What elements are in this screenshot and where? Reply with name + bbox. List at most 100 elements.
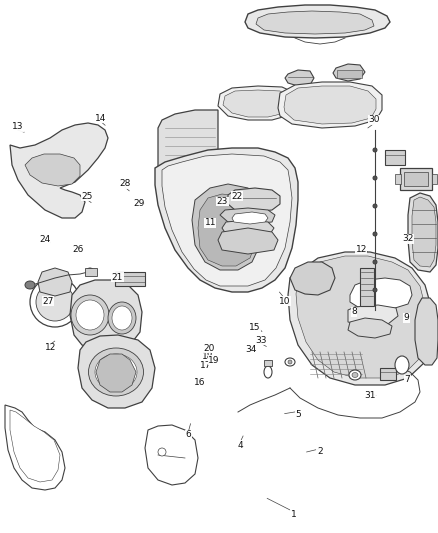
Ellipse shape (264, 366, 272, 378)
Polygon shape (218, 86, 295, 120)
Bar (85, 268, 97, 276)
Ellipse shape (373, 288, 377, 292)
Text: 16: 16 (194, 378, 205, 387)
Polygon shape (145, 425, 198, 485)
Polygon shape (220, 208, 275, 224)
Polygon shape (162, 154, 292, 286)
Bar (404, 172, 428, 186)
Ellipse shape (373, 260, 377, 264)
Polygon shape (348, 305, 398, 326)
Text: 27: 27 (42, 297, 54, 305)
Text: 23: 23 (217, 197, 228, 206)
Ellipse shape (373, 148, 377, 152)
Polygon shape (284, 86, 376, 124)
Ellipse shape (285, 358, 295, 366)
Text: 33: 33 (255, 336, 266, 344)
Bar (360, 268, 374, 306)
Polygon shape (78, 335, 155, 408)
Text: 30: 30 (369, 116, 380, 124)
Text: 15: 15 (249, 324, 261, 332)
Ellipse shape (108, 302, 136, 334)
Polygon shape (96, 354, 136, 392)
Polygon shape (408, 193, 438, 272)
Ellipse shape (288, 360, 292, 364)
Text: 17: 17 (200, 361, 212, 369)
Polygon shape (38, 268, 72, 296)
Polygon shape (10, 410, 60, 482)
Bar (115, 272, 145, 286)
Bar (337, 70, 362, 78)
Text: 4: 4 (237, 441, 243, 449)
Polygon shape (245, 5, 390, 38)
Polygon shape (158, 110, 218, 190)
Text: 5: 5 (295, 410, 301, 419)
Text: 2: 2 (317, 448, 322, 456)
Polygon shape (223, 90, 290, 117)
Bar (385, 150, 405, 165)
Text: 22: 22 (232, 192, 243, 200)
Polygon shape (333, 64, 365, 81)
Polygon shape (25, 154, 80, 186)
Polygon shape (348, 318, 392, 338)
Text: 10: 10 (279, 297, 290, 305)
Text: 12: 12 (45, 343, 56, 352)
Bar (395, 174, 401, 184)
Bar (264, 360, 272, 366)
Bar (380, 368, 396, 380)
Ellipse shape (76, 300, 104, 330)
Polygon shape (192, 184, 262, 270)
Bar (432, 174, 437, 184)
Ellipse shape (25, 281, 35, 289)
Text: 11: 11 (205, 219, 216, 227)
Ellipse shape (373, 204, 377, 208)
Text: 29: 29 (134, 199, 145, 208)
Text: 18: 18 (202, 352, 214, 360)
Polygon shape (155, 148, 298, 292)
Ellipse shape (71, 295, 109, 335)
Text: 28: 28 (119, 180, 131, 188)
Bar (400, 168, 432, 190)
Polygon shape (412, 197, 436, 267)
Polygon shape (228, 188, 280, 212)
Polygon shape (218, 228, 278, 254)
Ellipse shape (36, 283, 74, 321)
Text: 20: 20 (204, 344, 215, 352)
Text: 9: 9 (403, 313, 410, 322)
Text: 31: 31 (364, 391, 376, 400)
Ellipse shape (95, 354, 137, 390)
Text: 32: 32 (403, 235, 414, 243)
Polygon shape (288, 252, 432, 385)
Text: 7: 7 (404, 375, 410, 384)
Polygon shape (285, 70, 314, 86)
Ellipse shape (158, 448, 166, 456)
Text: 12: 12 (356, 245, 367, 254)
Ellipse shape (349, 370, 361, 380)
Text: 25: 25 (81, 192, 92, 200)
Text: 24: 24 (39, 236, 50, 244)
Polygon shape (278, 82, 382, 128)
Ellipse shape (30, 277, 80, 327)
Polygon shape (290, 262, 335, 295)
Text: 6: 6 (185, 431, 191, 439)
Polygon shape (350, 278, 412, 310)
Polygon shape (198, 194, 256, 266)
Text: 19: 19 (208, 356, 219, 365)
Text: 14: 14 (95, 114, 106, 123)
Ellipse shape (395, 356, 409, 374)
Polygon shape (256, 11, 374, 34)
Text: 21: 21 (112, 273, 123, 281)
Polygon shape (232, 212, 268, 224)
Polygon shape (10, 123, 108, 218)
Polygon shape (415, 298, 438, 365)
Text: 1: 1 (290, 510, 297, 519)
Polygon shape (5, 405, 65, 490)
Ellipse shape (373, 232, 377, 236)
Text: 34: 34 (245, 345, 256, 353)
Polygon shape (296, 256, 426, 378)
Text: 13: 13 (12, 123, 23, 131)
Ellipse shape (88, 348, 144, 396)
Text: 8: 8 (351, 308, 357, 316)
Ellipse shape (373, 176, 377, 180)
Ellipse shape (112, 306, 132, 330)
Polygon shape (222, 220, 274, 236)
